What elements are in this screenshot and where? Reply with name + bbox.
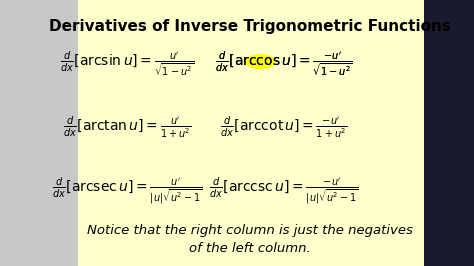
Text: $\frac{d}{dx}\left[\arccos u\right] = \frac{-u'}{\sqrt{1-u^2}}$: $\frac{d}{dx}\left[\arccos u\right] = \f… [215, 49, 353, 78]
Text: $\frac{d}{dx}\left[\arcsin u\right] = \frac{u'}{\sqrt{1-u^2}}$: $\frac{d}{dx}\left[\arcsin u\right] = \f… [60, 49, 194, 78]
Text: $\frac{d}{dx}\left[\mathrm{arcsec}\, u\right] = \frac{u'}{|u|\sqrt{u^2-1}}$: $\frac{d}{dx}\left[\mathrm{arcsec}\, u\r… [52, 176, 202, 207]
Text: of the left column.: of the left column. [189, 242, 311, 255]
FancyBboxPatch shape [78, 0, 424, 266]
Text: $\frac{d}{dx}\left[\mathrm{arccsc}\, u\right] = \frac{-u'}{|u|\sqrt{u^2-1}}$: $\frac{d}{dx}\left[\mathrm{arccsc}\, u\r… [209, 176, 359, 207]
Text: $\frac{d}{dx}\left[\mathrm{arccot}\, u\right] = \frac{-u'}{1+u^2}$: $\frac{d}{dx}\left[\mathrm{arccot}\, u\r… [220, 115, 347, 140]
FancyBboxPatch shape [0, 0, 78, 266]
Text: $\frac{d}{dx}\left[\arccos u\right] = \frac{-u'}{\sqrt{1-u^2}}$: $\frac{d}{dx}\left[\arccos u\right] = \f… [215, 49, 353, 78]
Text: $\frac{d}{dx}\left[\arctan u\right] = \frac{u'}{1+u^2}$: $\frac{d}{dx}\left[\arctan u\right] = \f… [63, 115, 191, 140]
Text: Derivatives of Inverse Trigonometric Functions: Derivatives of Inverse Trigonometric Fun… [49, 19, 451, 34]
Ellipse shape [246, 54, 276, 69]
Text: Notice that the right column is just the negatives: Notice that the right column is just the… [87, 224, 413, 236]
